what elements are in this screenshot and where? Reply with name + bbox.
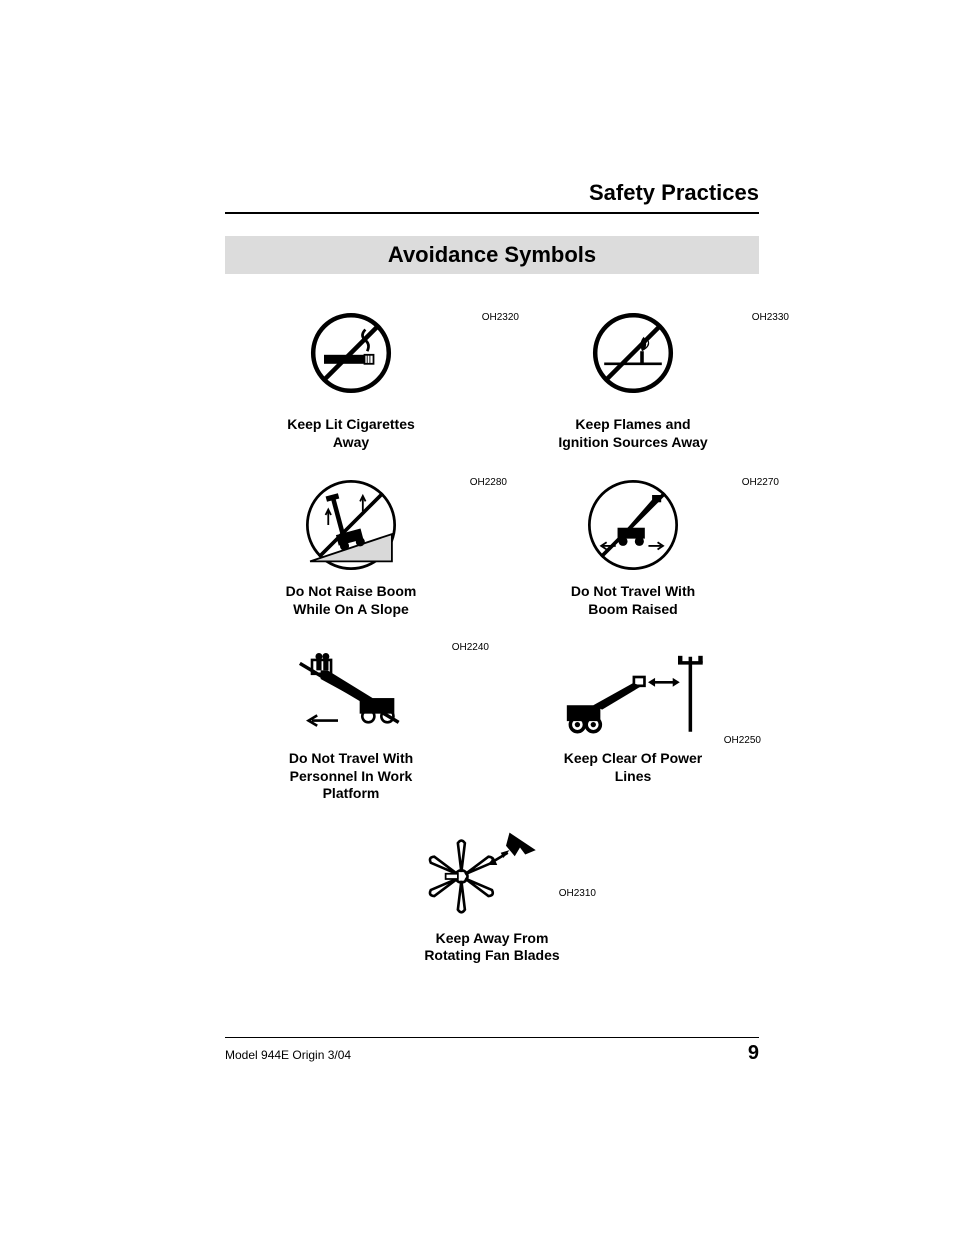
no-boom-slope-icon: OH2280 — [225, 475, 477, 575]
fan-blades-icon: OH2310 — [422, 827, 562, 917]
section-title-band: Avoidance Symbols — [225, 236, 759, 274]
page-footer: Model 944E Origin 3/04 9 — [225, 1037, 759, 1065]
footer-page-number: 9 — [748, 1042, 759, 1065]
no-travel-personnel-icon: OH2240 — [225, 642, 477, 742]
no-flame-icon: OH2330 — [507, 308, 759, 408]
ref-label: OH2240 — [452, 642, 489, 653]
symbol-cell: OH2320 Keep Lit Cigarettes Away — [225, 308, 477, 451]
ref-label: OH2270 — [742, 477, 779, 488]
symbol-cell: OH2280 Do Not Raise Boom While On A Slop… — [225, 475, 477, 618]
ref-label: OH2310 — [559, 888, 596, 899]
symbol-caption: Keep Clear Of Power Lines — [507, 750, 759, 785]
header-rule — [225, 212, 759, 214]
symbol-caption: Keep Lit Cigarettes Away — [225, 416, 477, 451]
ref-label: OH2280 — [470, 477, 507, 488]
symbol-caption: Do Not Travel With Personnel In Work Pla… — [225, 750, 477, 803]
symbol-caption: Do Not Raise Boom While On A Slope — [225, 583, 477, 618]
symbol-cell: OH2250 Keep Clear Of Power Lines — [507, 642, 759, 803]
symbol-cell: OH2330 Keep Flames and Ignition Sources … — [507, 308, 759, 451]
symbol-cell: OH2240 Do Not Travel With Personnel In W… — [225, 642, 477, 803]
footer-model-info: Model 944E Origin 3/04 — [225, 1048, 351, 1062]
ref-label: OH2250 — [724, 735, 761, 746]
document-page: Safety Practices Avoidance Symbols OH232… — [0, 0, 954, 1235]
symbol-grid: OH2320 Keep Lit Cigarettes Away OH2330 K… — [225, 308, 759, 803]
symbol-caption: Keep Away From Rotating Fan Blades — [225, 930, 759, 965]
no-travel-boom-icon: OH2270 — [507, 475, 759, 575]
ref-label: OH2330 — [752, 312, 789, 323]
no-cigarette-icon: OH2320 — [225, 308, 477, 408]
section-header: Safety Practices — [225, 180, 759, 212]
power-lines-icon: OH2250 — [507, 642, 759, 742]
symbol-cell: OH2270 Do Not Travel With Boom Raised — [507, 475, 759, 618]
symbol-caption: Do Not Travel With Boom Raised — [507, 583, 759, 618]
symbol-cell-bottom: OH2310 Keep Away From Rotating Fan Blade… — [225, 827, 759, 965]
symbol-caption: Keep Flames and Ignition Sources Away — [507, 416, 759, 451]
